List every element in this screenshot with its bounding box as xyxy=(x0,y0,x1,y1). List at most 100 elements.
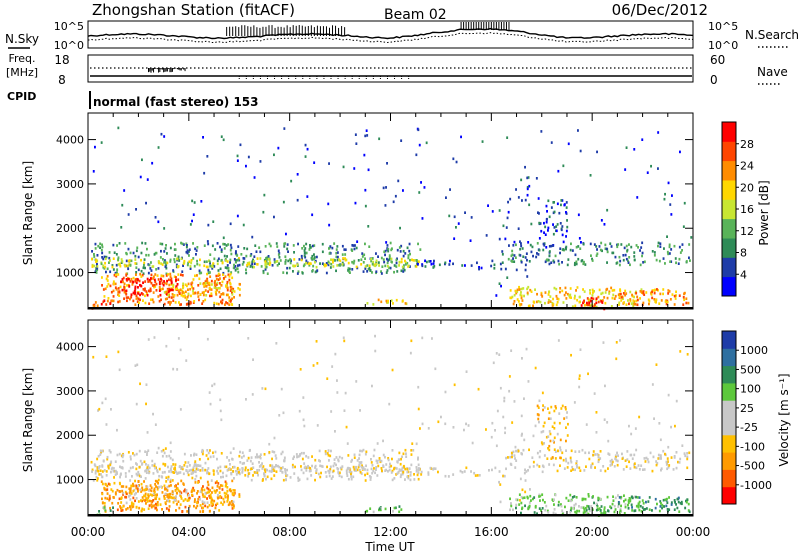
data-cell xyxy=(315,471,318,474)
data-cell xyxy=(398,468,401,471)
data-cell xyxy=(600,219,603,222)
data-cell xyxy=(520,501,523,505)
data-cell xyxy=(101,245,104,249)
data-cell xyxy=(230,303,233,306)
data-cell xyxy=(132,502,135,506)
data-cell xyxy=(437,470,439,474)
data-cell xyxy=(206,501,209,504)
data-cell xyxy=(134,254,137,258)
data-cell xyxy=(659,454,662,457)
data-cell xyxy=(395,261,398,265)
data-cell xyxy=(158,286,161,289)
data-cell xyxy=(205,260,208,263)
data-cell xyxy=(168,278,170,282)
data-cell xyxy=(259,250,262,254)
data-cell xyxy=(207,270,210,274)
data-cell xyxy=(573,495,576,498)
data-cell xyxy=(409,258,411,262)
data-cell xyxy=(137,470,140,474)
colorbar-frame xyxy=(721,330,737,505)
data-cell xyxy=(136,487,139,491)
data-cell xyxy=(193,504,195,508)
data-cell xyxy=(569,293,572,297)
data-cell xyxy=(283,245,286,248)
data-cell xyxy=(404,263,407,266)
data-cell xyxy=(179,465,181,468)
data-cell xyxy=(154,483,157,486)
data-cell xyxy=(651,250,654,253)
data-cell xyxy=(160,279,163,282)
data-cell xyxy=(195,463,197,467)
data-cell xyxy=(378,508,380,512)
data-cell xyxy=(543,442,545,445)
data-cell xyxy=(241,469,244,473)
data-cell xyxy=(211,502,214,505)
data-cell xyxy=(126,264,129,268)
data-cell xyxy=(662,257,665,260)
data-cell xyxy=(164,265,167,268)
data-cell xyxy=(123,189,126,192)
data-cell xyxy=(351,458,353,462)
data-cell xyxy=(252,466,255,469)
data-cell xyxy=(170,277,173,281)
velocity-panel-frame xyxy=(87,319,694,517)
data-cell xyxy=(219,409,222,413)
data-cell xyxy=(207,242,210,246)
data-cell xyxy=(628,460,630,464)
data-cell xyxy=(224,494,227,498)
data-cell xyxy=(629,298,632,301)
data-cell xyxy=(589,299,592,303)
data-cell xyxy=(651,469,654,473)
nave-tick-top: 60 xyxy=(710,53,725,67)
data-cell xyxy=(97,244,100,248)
data-cell xyxy=(199,258,201,262)
data-cell xyxy=(461,471,464,474)
data-cell xyxy=(264,265,267,269)
data-cell xyxy=(169,467,172,471)
data-cell xyxy=(176,487,179,490)
data-cell xyxy=(325,475,328,478)
data-cell xyxy=(623,246,626,250)
colorbar-tick-label: 8 xyxy=(740,247,747,260)
data-cell xyxy=(109,302,112,305)
data-cell xyxy=(209,455,212,459)
data-cell xyxy=(536,463,539,467)
data-cell xyxy=(242,260,245,264)
data-cell xyxy=(548,411,551,415)
data-cell xyxy=(525,470,528,473)
data-cell xyxy=(171,496,174,500)
data-cell xyxy=(209,493,212,497)
data-cell xyxy=(368,245,371,248)
data-cell xyxy=(673,303,676,306)
data-cell xyxy=(125,289,128,293)
data-cell xyxy=(520,511,522,515)
data-cell xyxy=(113,481,116,485)
data-cell xyxy=(577,245,580,248)
data-cell xyxy=(561,404,564,408)
data-cell xyxy=(204,468,207,472)
data-cell xyxy=(578,295,581,299)
data-cell xyxy=(584,451,587,455)
data-cell xyxy=(524,468,526,472)
data-cell xyxy=(289,261,292,265)
data-cell xyxy=(429,466,432,470)
data-cell xyxy=(232,500,235,504)
data-cell xyxy=(111,264,114,267)
data-cell xyxy=(120,466,123,469)
data-cell xyxy=(98,465,101,468)
data-cell xyxy=(561,199,564,202)
data-cell xyxy=(134,499,136,503)
data-cell xyxy=(295,453,298,456)
data-cell xyxy=(647,500,650,503)
data-cell xyxy=(553,498,555,501)
data-cell xyxy=(95,475,98,479)
data-cell xyxy=(210,279,213,283)
data-cell xyxy=(674,257,677,260)
data-cell xyxy=(509,455,512,459)
data-cell xyxy=(339,259,342,263)
data-cell xyxy=(369,507,372,510)
data-cell xyxy=(385,463,388,466)
data-cell xyxy=(385,271,388,274)
data-cell xyxy=(588,303,591,306)
data-cell xyxy=(367,225,370,228)
